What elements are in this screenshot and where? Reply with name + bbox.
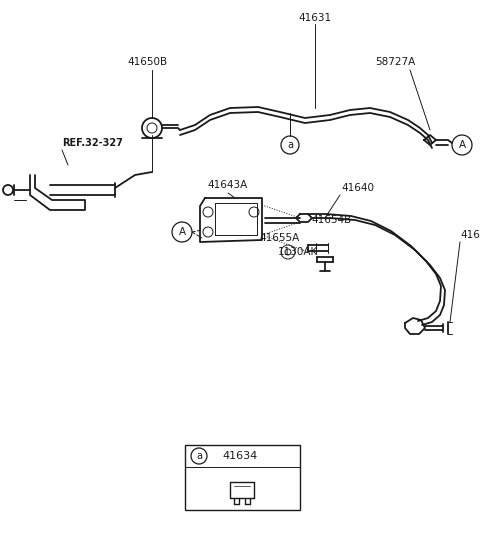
Text: 41655A: 41655A [260,233,300,243]
Text: A: A [179,227,186,237]
Text: 41640: 41640 [341,183,374,193]
Text: 41654B: 41654B [312,215,352,225]
Text: REF.32-327: REF.32-327 [62,138,123,148]
Text: 41643A: 41643A [208,180,248,190]
Bar [185,445,300,510]
Text: A: A [458,140,466,150]
Text: 41645A: 41645A [460,230,480,240]
Text: 41631: 41631 [299,13,332,23]
Text: a: a [196,451,202,461]
Text: 1130AK: 1130AK [278,247,318,257]
Text: a: a [287,140,293,150]
Text: 41650B: 41650B [128,57,168,67]
Text: 58727A: 58727A [375,57,415,67]
Text: 41634: 41634 [222,451,258,461]
